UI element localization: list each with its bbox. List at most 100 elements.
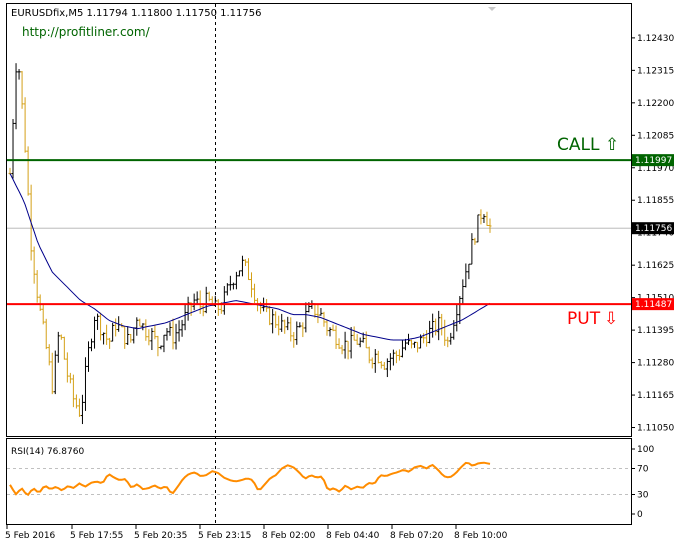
- price-bar: [201, 303, 205, 317]
- price-bar: [240, 255, 244, 277]
- x-tick-label: 5 Feb 2016: [5, 531, 56, 541]
- price-bar: [301, 322, 305, 338]
- price-bar: [47, 344, 51, 366]
- price-bar: [289, 317, 293, 342]
- price-bar: [141, 323, 145, 331]
- price-bar: [355, 334, 359, 345]
- price-bar: [425, 330, 429, 347]
- price-bar: [334, 325, 338, 349]
- price-bar: [129, 333, 133, 343]
- rsi-y-tick-label: 100: [637, 445, 654, 455]
- price-bar: [485, 211, 489, 227]
- price-bar: [277, 315, 281, 336]
- rsi-plot-frame: [6, 438, 632, 525]
- price-bar: [470, 233, 474, 265]
- call-arrow-icon: ⇧: [605, 135, 619, 155]
- price-bar: [298, 322, 302, 328]
- price-bar: [126, 326, 130, 346]
- price-bar: [171, 318, 175, 350]
- price-bar: [253, 283, 257, 304]
- price-bar: [90, 338, 94, 352]
- price-bar: [431, 313, 435, 338]
- y-tick-label: 1.11855: [637, 196, 674, 206]
- price-bar: [280, 313, 284, 332]
- rsi-y-tick-label: 70: [637, 465, 649, 475]
- price-bar: [234, 271, 238, 290]
- price-bar: [250, 272, 254, 298]
- price-bar: [228, 275, 232, 291]
- price-bar: [349, 327, 353, 359]
- price-bar: [207, 291, 211, 302]
- price-bar: [108, 337, 112, 349]
- price-bar: [59, 334, 63, 340]
- price-bar: [153, 325, 157, 340]
- price-bar: [416, 341, 420, 353]
- price-bar: [114, 318, 118, 337]
- price-bar: [62, 336, 66, 360]
- price-bar: [337, 338, 341, 349]
- price-bar: [50, 352, 54, 395]
- call-price-label: 1.11997: [635, 156, 672, 166]
- price-bar: [68, 372, 72, 384]
- price-bar: [316, 304, 320, 324]
- price-bar: [65, 352, 69, 383]
- price-bar: [413, 341, 417, 348]
- price-bar: [174, 323, 178, 350]
- price-bar: [397, 349, 401, 361]
- price-bar: [11, 119, 15, 179]
- y-tick-label: 1.11280: [637, 359, 674, 369]
- price-bar: [434, 318, 438, 336]
- price-bar: [358, 337, 362, 348]
- rsi-chart: [7, 461, 631, 497]
- main-plot-frame: [6, 3, 632, 437]
- price-bar: [476, 214, 480, 243]
- x-tick-label: 8 Feb 02:00: [262, 531, 316, 541]
- price-bar: [286, 316, 290, 331]
- price-bar: [271, 308, 275, 334]
- price-bar: [364, 331, 368, 349]
- price-bar: [304, 302, 308, 333]
- price-bar: [225, 283, 229, 296]
- price-bar: [53, 350, 57, 395]
- price-bar: [156, 335, 160, 357]
- price-bar: [177, 320, 181, 342]
- price-bar: [274, 311, 278, 328]
- x-tick-label: 5 Feb 23:15: [198, 531, 251, 541]
- price-bar: [343, 331, 347, 359]
- price-bar: [20, 71, 24, 109]
- x-tick-label: 5 Feb 17:55: [70, 531, 123, 541]
- price-bar: [71, 374, 75, 408]
- price-bar: [246, 258, 250, 281]
- price-bar: [74, 394, 78, 409]
- price-bar: [41, 304, 45, 325]
- price-bar: [222, 286, 226, 315]
- price-bar: [446, 336, 450, 348]
- price-bar: [165, 328, 169, 341]
- price-bar: [379, 361, 383, 369]
- price-bar: [123, 326, 127, 349]
- watermark-link[interactable]: http://profitliner.com/: [22, 25, 151, 39]
- price-bar: [295, 321, 299, 345]
- rsi-y-tick-label: 0: [637, 510, 643, 520]
- price-bar: [102, 332, 106, 345]
- price-bar: [331, 324, 335, 332]
- price-bar: [180, 319, 184, 337]
- x-tick-label: 5 Feb 20:35: [134, 531, 187, 541]
- price-bar: [464, 263, 468, 288]
- price-bar: [428, 320, 432, 344]
- price-bar: [159, 345, 163, 350]
- price-bar: [147, 329, 151, 346]
- price-bar: [83, 357, 87, 411]
- put-label: PUT: [567, 309, 601, 329]
- price-bar: [26, 146, 30, 196]
- call-price-tag: [632, 154, 674, 167]
- price-bar: [328, 327, 332, 337]
- price-bar: [144, 319, 148, 341]
- price-bar: [150, 328, 154, 351]
- y-tick-label: 1.12430: [637, 34, 674, 44]
- current-price-tag: [632, 222, 674, 235]
- price-bar: [186, 296, 190, 321]
- y-tick-label: 1.12315: [637, 66, 674, 76]
- y-tick-label: 1.11395: [637, 326, 674, 336]
- y-tick-label: 1.12085: [637, 131, 674, 141]
